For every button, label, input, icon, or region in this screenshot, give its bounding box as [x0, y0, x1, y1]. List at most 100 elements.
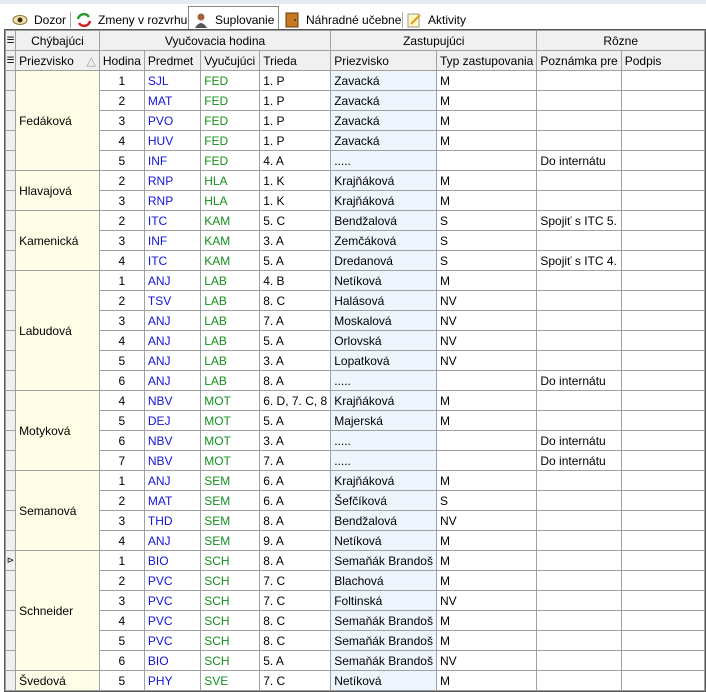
signature-cell[interactable] — [620, 230, 706, 251]
table-row[interactable]: 2 MAT FED 1. P Zavacká M — [4, 90, 706, 111]
class-cell[interactable]: 3. A — [259, 430, 332, 451]
type-cell[interactable]: M — [435, 530, 538, 551]
type-cell[interactable]: M — [435, 70, 538, 91]
signature-cell[interactable] — [620, 530, 706, 551]
row-indicator[interactable] — [4, 390, 17, 411]
subject-cell[interactable]: TSV — [143, 290, 202, 311]
row-indicator[interactable] — [4, 90, 17, 111]
signature-cell[interactable] — [620, 310, 706, 331]
substitute-cell[interactable]: Krajňáková — [330, 190, 437, 211]
tab-dozor[interactable]: Dozor — [8, 8, 70, 31]
subject-cell[interactable]: ANJ — [143, 370, 202, 391]
row-indicator[interactable] — [4, 650, 17, 671]
hour-cell[interactable]: 6 — [98, 370, 145, 391]
type-cell[interactable]: S — [435, 210, 538, 231]
type-cell[interactable]: NV — [435, 510, 538, 531]
table-row[interactable]: 3 PVO FED 1. P Zavacká M — [4, 110, 706, 131]
signature-cell[interactable] — [620, 90, 706, 111]
table-row[interactable]: 2 MAT SEM 6. A Šefčíková S — [4, 490, 706, 511]
type-cell[interactable] — [435, 150, 538, 171]
substitute-cell[interactable]: Bendžalová — [330, 210, 437, 231]
row-indicator[interactable] — [4, 570, 17, 591]
teacher-cell[interactable]: SEM — [200, 470, 261, 491]
note-cell[interactable] — [536, 590, 622, 611]
type-cell[interactable]: NV — [435, 590, 538, 611]
row-indicator[interactable] — [4, 130, 17, 151]
row-indicator[interactable]: ⊳ — [4, 550, 17, 571]
signature-cell[interactable] — [620, 190, 706, 211]
class-cell[interactable]: 6. A — [259, 490, 332, 511]
note-cell[interactable] — [536, 70, 622, 91]
substitute-cell[interactable]: Foltinská — [330, 590, 437, 611]
table-row[interactable]: Kamenická 2 ITC KAM 5. C Bendžalová S Spojiť s … — [4, 210, 706, 271]
note-cell[interactable]: Do internátu — [536, 430, 622, 451]
substitute-cell[interactable]: Krajňáková — [330, 390, 437, 411]
row-indicator[interactable] — [4, 70, 17, 91]
hour-cell[interactable]: 3 — [98, 190, 145, 211]
signature-cell[interactable] — [620, 550, 706, 571]
teacher-cell[interactable]: SVE — [200, 670, 261, 691]
table-row[interactable]: 7 NBV MOT 7. A..... Do internátu — [4, 450, 706, 471]
hour-cell[interactable]: 5 — [98, 670, 145, 691]
substitute-cell[interactable]: Zavacká — [330, 130, 437, 151]
class-cell[interactable]: 1. P — [259, 70, 332, 91]
subject-cell[interactable]: BIO — [143, 550, 202, 571]
teacher-cell[interactable]: FED — [200, 110, 261, 131]
substitute-cell[interactable]: Krajňáková — [330, 470, 437, 491]
note-cell[interactable] — [536, 190, 622, 211]
subject-cell[interactable]: SJL — [143, 70, 202, 91]
signature-cell[interactable] — [620, 430, 706, 451]
row-indicator[interactable] — [4, 170, 17, 191]
substitute-cell[interactable]: Netíková — [330, 670, 437, 691]
type-cell[interactable]: S — [435, 250, 538, 271]
signature-cell[interactable] — [620, 290, 706, 311]
hour-cell[interactable]: 3 — [98, 510, 145, 531]
note-cell[interactable] — [536, 490, 622, 511]
teacher-cell[interactable]: LAB — [200, 330, 261, 351]
subject-cell[interactable]: NBV — [143, 390, 202, 411]
teacher-cell[interactable]: SCH — [200, 630, 261, 651]
table-row[interactable]: 3 PVC SCH 7. C Foltinská NV — [4, 590, 706, 611]
class-cell[interactable]: 5. A — [259, 650, 332, 671]
row-indicator[interactable] — [4, 430, 17, 451]
row-indicator[interactable] — [4, 610, 17, 631]
signature-cell[interactable] — [620, 450, 706, 471]
subject-cell[interactable]: ANJ — [143, 270, 202, 291]
teacher-cell[interactable]: MOT — [200, 450, 261, 471]
subject-cell[interactable]: PVC — [143, 590, 202, 611]
hour-cell[interactable]: 5 — [98, 350, 145, 371]
row-indicator[interactable] — [4, 190, 17, 211]
hour-cell[interactable]: 4 — [98, 530, 145, 551]
substitute-cell[interactable]: Semaňák Brandoš — [330, 630, 437, 651]
subject-cell[interactable]: RNP — [143, 170, 202, 191]
type-cell[interactable]: M — [435, 550, 538, 571]
subject-cell[interactable]: ITC — [143, 210, 202, 231]
tab-aktivity[interactable]: Aktivity — [402, 8, 470, 31]
signature-cell[interactable] — [620, 650, 706, 671]
column-chooser-icon[interactable]: ☰ — [4, 30, 17, 51]
subject-cell[interactable]: PVC — [143, 610, 202, 631]
subject-cell[interactable]: ANJ — [143, 470, 202, 491]
table-row[interactable]: 5 INF FED 4. A..... Do internátu — [4, 150, 706, 171]
signature-cell[interactable] — [620, 510, 706, 531]
signature-cell[interactable] — [620, 110, 706, 131]
note-cell[interactable] — [536, 650, 622, 671]
table-row[interactable]: Švedová 5 PHY SVE 7. C Netíková M — [4, 670, 706, 691]
substitute-cell[interactable]: Moskalová — [330, 310, 437, 331]
row-indicator[interactable] — [4, 330, 17, 351]
signature-cell[interactable] — [620, 410, 706, 431]
class-cell[interactable]: 1. K — [259, 190, 332, 211]
teacher-cell[interactable]: HLA — [200, 170, 261, 191]
class-cell[interactable]: 4. A — [259, 150, 332, 171]
row-indicator[interactable] — [4, 250, 17, 271]
substitute-cell[interactable]: Dredanová — [330, 250, 437, 271]
subject-cell[interactable]: ANJ — [143, 310, 202, 331]
column-header-absent-surname[interactable]: Priezvisko △ — [15, 50, 100, 71]
subject-cell[interactable]: DEJ — [143, 410, 202, 431]
type-cell[interactable]: NV — [435, 330, 538, 351]
teacher-cell[interactable]: MOT — [200, 390, 261, 411]
teacher-cell[interactable]: SCH — [200, 610, 261, 631]
table-row[interactable]: 4 ANJ SEM 9. A Netíková M — [4, 530, 706, 551]
teacher-cell[interactable]: FED — [200, 150, 261, 171]
absent-teacher-cell[interactable]: Švedová — [15, 670, 100, 691]
